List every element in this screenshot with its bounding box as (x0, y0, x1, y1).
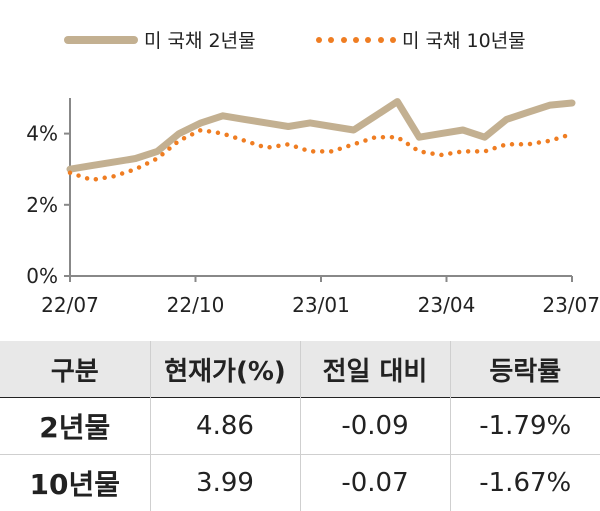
row-label: 2년물 (0, 398, 150, 455)
table-header-row: 구분 현재가(%) 전일 대비 등락률 (0, 341, 600, 398)
x-tick-label: 23/04 (418, 293, 476, 317)
legend-label-10y: 미 국채 10년물 (402, 26, 526, 53)
yield-table: 구분 현재가(%) 전일 대비 등락률 2년물 4.86 -0.09 -1.79… (0, 341, 600, 511)
header-price: 현재가(%) (150, 341, 300, 398)
cell-rate: -1.79% (450, 398, 600, 455)
line-chart: 0% 2% 4% 22/07 22/10 23/01 23/04 23/07 (0, 70, 600, 332)
header-change: 전일 대비 (300, 341, 450, 398)
legend-label-2y: 미 국채 2년물 (144, 26, 256, 53)
header-rate: 등락률 (450, 341, 600, 398)
cell-change: -0.09 (300, 398, 450, 455)
legend: 미 국채 2년물 미 국채 10년물 (0, 0, 600, 70)
series-line-2y (70, 102, 572, 170)
x-tick-label: 23/01 (292, 293, 350, 317)
legend-item-10y: 미 국채 10년물 (316, 26, 526, 53)
table-row: 2년물 4.86 -0.09 -1.79% (0, 398, 600, 455)
cell-rate: -1.67% (450, 455, 600, 511)
legend-swatch-2y (64, 36, 138, 44)
chart-series (70, 102, 572, 180)
table-row: 10년물 3.99 -0.07 -1.67% (0, 455, 600, 511)
x-tick-label: 23/07 (542, 293, 600, 317)
row-label: 10년물 (0, 455, 150, 511)
legend-swatch-10y (316, 36, 396, 44)
cell-change: -0.07 (300, 455, 450, 511)
y-tick-label: 0% (26, 264, 58, 288)
y-tick-label: 4% (26, 122, 58, 146)
header-category: 구분 (0, 341, 150, 398)
cell-price: 4.86 (150, 398, 300, 455)
x-tick-label: 22/07 (41, 293, 99, 317)
legend-item-2y: 미 국채 2년물 (64, 26, 256, 53)
y-tick-label: 2% (26, 193, 58, 217)
chart-axes: 0% 2% 4% 22/07 22/10 23/01 23/04 23/07 (26, 98, 600, 317)
x-tick-label: 22/10 (167, 293, 225, 317)
cell-price: 3.99 (150, 455, 300, 511)
